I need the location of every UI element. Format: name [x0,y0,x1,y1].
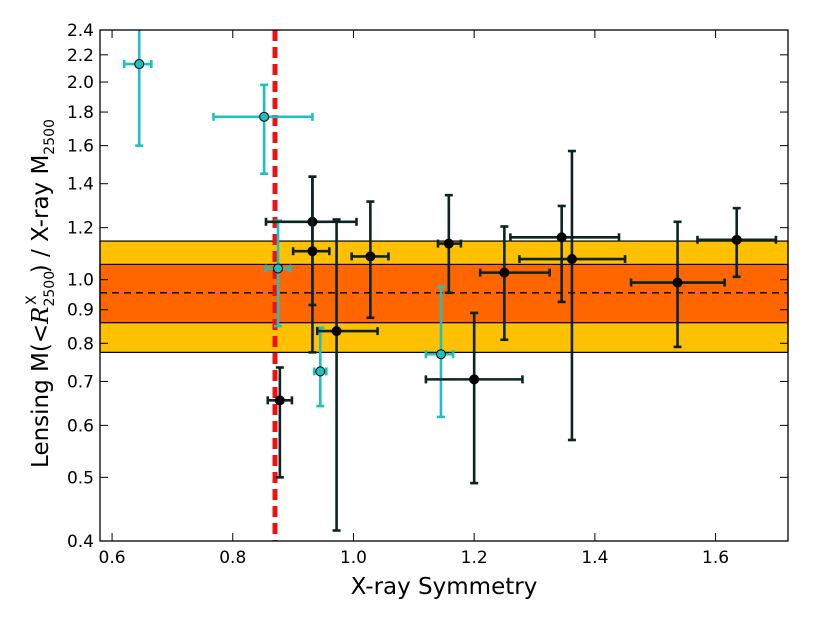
data-point-black-3 [315,218,379,532]
data-point-black-11 [696,206,778,279]
y-title-sup: X [24,295,40,305]
point-marker [556,232,567,243]
y-title-sub: 2500 [42,271,58,307]
x-tick-label: 1.4 [581,548,608,568]
data-point-cyan-3 [312,326,328,408]
point-marker [443,238,454,249]
y-tick-label: 1.2 [67,219,94,239]
y-tick-label: 0.7 [67,372,94,392]
series-cyan [122,30,455,419]
y-tick-label: 1.6 [67,137,94,157]
y-title-prefix: Lensing M( [28,343,54,468]
y-title-sub2: 2500 [42,119,58,155]
inner-band [99,263,789,324]
y-tick-label: 2.0 [67,73,94,93]
x-tick-label: 1.2 [461,548,488,568]
point-marker [315,366,326,377]
data-point-cyan-4 [424,285,455,419]
point-marker [469,374,480,385]
y-tick-label: 2.2 [67,46,94,66]
data-point-black-6 [424,311,524,485]
axis-ticks: 0.6 0.8 1.0 1.2 1.4 1.6 0.4 0.5 0.6 0.7 0.8 0.9 1.0 1… [67,21,788,568]
y-title-lt: < [28,324,54,343]
data-point-black-0 [266,366,294,479]
y-tick-label: 1.4 [67,175,94,195]
x-tick-label: 0.6 [99,548,126,568]
plot-frame [99,29,789,542]
y-tick-label: 0.8 [67,334,94,354]
data-point-black-10 [629,220,726,349]
point-marker [672,277,683,288]
x-axis-title: X-ray Symmetry [351,574,538,600]
confidence-bands [99,240,789,353]
y-title-middle: / X-ray M [28,155,54,265]
point-marker [273,263,284,274]
data-point-cyan-0 [122,30,153,147]
y-title-close: ) [28,264,54,273]
data-point-black-9 [518,149,627,442]
data-point-cyan-2 [264,219,292,328]
point-marker [435,349,446,360]
point-marker [274,395,285,406]
y-tick-label: 2.4 [67,21,94,41]
x-tick-label: 1.6 [702,548,729,568]
point-marker [499,267,510,278]
y-tick-label: 0.4 [67,532,94,552]
data-point-cyan-1 [212,83,314,176]
y-axis-title: Lensing M(<R2500X) / X-ray M2500 [24,119,58,468]
series-black [264,149,778,532]
data-point-black-8 [509,204,621,304]
data-point-black-4 [350,200,390,320]
y-tick-label: 0.9 [67,301,94,321]
y-title-r: R [28,307,54,325]
x-tick-label: 0.8 [219,548,246,568]
point-marker [134,59,145,70]
point-marker [731,234,742,245]
reference-lines [100,30,788,541]
point-marker [566,254,577,265]
y-tick-label: 0.6 [67,416,94,436]
point-marker [365,251,376,262]
point-marker [331,326,342,337]
y-tick-label: 0.5 [67,468,94,488]
y-tick-label: 1.0 [67,271,94,291]
point-marker [259,111,270,122]
point-marker [307,246,318,257]
y-tick-label: 1.8 [67,103,94,123]
data-point-black-2 [291,175,331,354]
data-point-black-7 [478,225,551,342]
data-series [122,30,778,532]
data-point-black-5 [436,193,463,295]
x-tick-label: 1.0 [340,548,367,568]
